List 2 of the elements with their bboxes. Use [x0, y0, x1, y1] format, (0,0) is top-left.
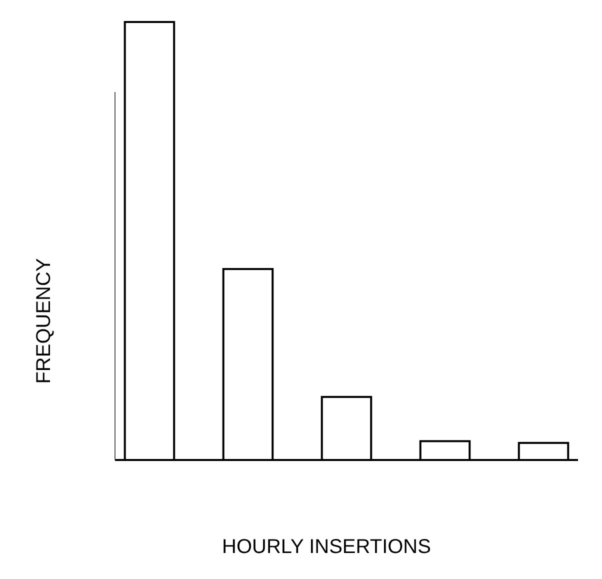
x-axis-title: HOURLY INSERTIONS	[222, 536, 431, 558]
y-axis-title: FREQUENCY	[33, 258, 55, 384]
